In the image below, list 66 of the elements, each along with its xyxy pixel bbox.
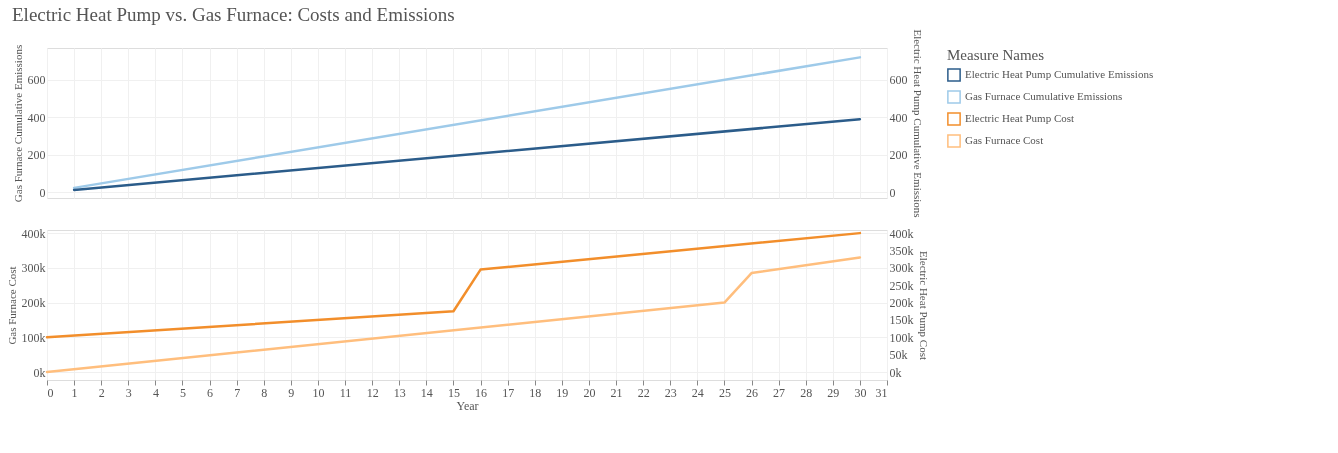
y-axis-title: Gas Furnace Cost bbox=[5, 266, 18, 345]
y-tick-label: 200 bbox=[27, 148, 46, 163]
legend-label: Electric Heat Pump Cost bbox=[965, 112, 1075, 124]
y2-tick-label: 300k bbox=[889, 261, 914, 276]
y2-tick-label: 400k bbox=[889, 226, 914, 241]
y2-axis-title: Electric Heat Pump Cost bbox=[917, 250, 930, 361]
x-tick-label: 13 bbox=[393, 385, 406, 400]
x-tick-label: 4 bbox=[152, 385, 159, 400]
y-tick-label: 100k bbox=[21, 330, 46, 345]
legend-label: Gas Furnace Cost bbox=[965, 134, 1044, 146]
x-tick-label: 16 bbox=[475, 385, 488, 400]
x-tick-label: 22 bbox=[637, 385, 650, 400]
x-tick-label: 8 bbox=[261, 385, 268, 400]
x-tick-label: 14 bbox=[420, 385, 433, 400]
x-tick-label: 12 bbox=[366, 385, 379, 400]
x-tick-label: 5 bbox=[179, 385, 186, 400]
y-tick-label: 0k bbox=[33, 365, 46, 380]
y2-tick-label: 350k bbox=[889, 243, 914, 258]
y2-tick-label: 250k bbox=[889, 278, 914, 293]
x-tick-label: 30 bbox=[854, 385, 867, 400]
x-tick-label: 31 bbox=[875, 385, 888, 400]
line-series bbox=[45, 231, 862, 339]
x-tick-label: 18 bbox=[529, 385, 542, 400]
x-tick-label: 27 bbox=[773, 385, 786, 400]
x-tick-label: 10 bbox=[312, 385, 325, 400]
x-tick-label: 21 bbox=[610, 385, 623, 400]
x-tick-label: 20 bbox=[583, 385, 596, 400]
y2-tick-label: 200 bbox=[889, 148, 908, 163]
x-tick-label: 28 bbox=[800, 385, 813, 400]
y-tick-label: 200k bbox=[21, 296, 46, 311]
x-tick-label: 3 bbox=[125, 385, 132, 400]
x-tick-label: 9 bbox=[288, 385, 295, 400]
x-tick-label: 26 bbox=[746, 385, 759, 400]
y-tick-label: 600 bbox=[27, 73, 46, 88]
x-tick-label: 24 bbox=[691, 385, 704, 400]
y2-tick-label: 100k bbox=[889, 330, 914, 345]
y2-tick-label: 50k bbox=[889, 348, 908, 363]
legend-label: Gas Furnace Cumulative Emissions bbox=[965, 90, 1123, 102]
x-tick-label: 2 bbox=[98, 385, 105, 400]
x-tick-label: 23 bbox=[664, 385, 677, 400]
y-tick-label: 400 bbox=[27, 110, 46, 125]
x-tick-label: 7 bbox=[234, 385, 241, 400]
legend-title: Measure Names bbox=[947, 47, 1045, 63]
x-tick-label: 25 bbox=[718, 385, 731, 400]
x-tick-label: 15 bbox=[447, 385, 460, 400]
y2-tick-label: 0 bbox=[889, 185, 896, 200]
y-tick-label: 300k bbox=[21, 261, 46, 276]
y2-tick-label: 150k bbox=[889, 313, 914, 328]
y2-tick-label: 400 bbox=[889, 110, 908, 125]
x-tick-label: 11 bbox=[339, 385, 352, 400]
x-tick-label: 6 bbox=[207, 385, 214, 400]
y2-tick-label: 600 bbox=[889, 73, 908, 88]
y-tick-label: 0 bbox=[39, 185, 46, 200]
y2-tick-label: 200k bbox=[889, 296, 914, 311]
x-axis-title: Year bbox=[456, 398, 479, 413]
legend-label: Electric Heat Pump Cumulative Emissions bbox=[965, 68, 1154, 80]
y-tick-label: 400k bbox=[21, 226, 46, 241]
y2-tick-label: 0k bbox=[889, 365, 902, 380]
chart-title: Electric Heat Pump vs. Gas Furnace: Costs and Emissions bbox=[12, 3, 455, 25]
line-series bbox=[45, 256, 862, 374]
y2-axis-title: Electric Heat Pump Cumulative Emissions bbox=[911, 29, 924, 218]
x-tick-label: 17 bbox=[502, 385, 515, 400]
x-tick-label: 19 bbox=[556, 385, 569, 400]
y-axis-title: Gas Furnace Cumulative Emissions bbox=[11, 44, 24, 203]
x-tick-label: 1 bbox=[71, 385, 78, 400]
x-tick-label: 29 bbox=[827, 385, 840, 400]
